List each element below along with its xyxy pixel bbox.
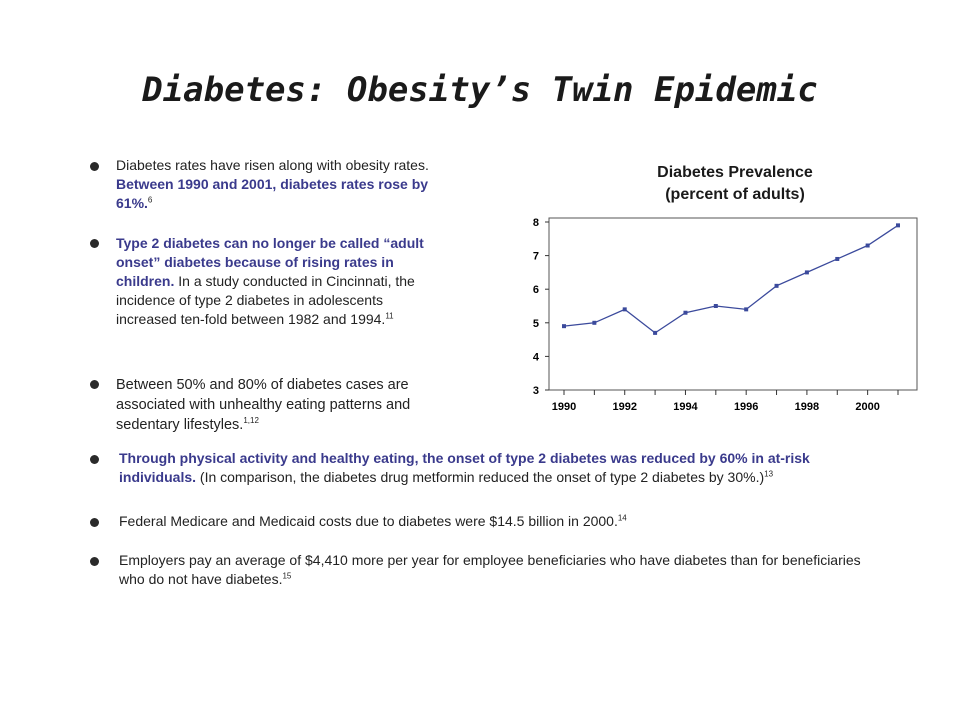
bullet-dot	[90, 455, 99, 464]
bullet-5-ref: 14	[617, 513, 627, 523]
data-point	[835, 256, 840, 261]
bullet-6-text: Employers pay an average of $4,410 more …	[119, 552, 861, 587]
x-tick-label: 2000	[855, 401, 879, 413]
y-tick-label: 5	[533, 318, 539, 330]
x-tick-label: 1998	[795, 401, 819, 413]
bullet-5-text: Federal Medicare and Medicaid costs due …	[119, 513, 618, 529]
data-point	[896, 223, 900, 228]
data-point	[713, 304, 718, 308]
data-point	[865, 243, 870, 248]
x-tick-label: 1990	[552, 401, 576, 413]
x-tick-label: 1996	[734, 401, 758, 413]
bullet-3-ref: 1,12	[243, 416, 259, 426]
data-point	[562, 324, 566, 329]
y-tick-label: 8	[533, 217, 539, 229]
data-point	[804, 270, 809, 275]
data-point	[744, 307, 749, 312]
bullet-1-text: Diabetes rates have risen along with obe…	[116, 157, 429, 173]
data-point	[622, 307, 627, 312]
bullet-4-text: (In comparison, the diabetes drug metfor…	[196, 469, 765, 485]
data-point	[683, 310, 688, 315]
y-tick-label: 6	[533, 284, 539, 296]
bullet-dot	[90, 162, 99, 171]
data-point	[653, 330, 658, 335]
data-point	[774, 283, 779, 288]
bullet-2-text: In a study conducted in Cincinnati, the …	[116, 273, 415, 327]
x-tick-label: 1994	[673, 401, 698, 413]
slide-title: Diabetes: Obesity’s Twin Epidemic	[142, 70, 818, 110]
chart-title: Diabetes Prevalence (percent of adults)	[610, 162, 860, 206]
x-tick-label: 1992	[612, 401, 636, 413]
bullet-dot	[90, 380, 99, 389]
bullet-dot	[90, 557, 99, 566]
bullet-4-ref: 13	[764, 469, 774, 479]
bullet-6-ref: 15	[282, 571, 292, 581]
bullet-dot	[90, 239, 99, 248]
data-point	[592, 320, 597, 325]
bullet-1-ref: 6	[147, 195, 153, 205]
y-tick-label: 7	[533, 251, 539, 263]
prevalence-line	[563, 224, 899, 334]
chart-title-line-2: (percent of adults)	[665, 186, 805, 203]
chart-title-line-1: Diabetes Prevalence	[657, 164, 813, 181]
bullet-4-emphasis: Through physical activity and healthy ea…	[119, 450, 810, 485]
bullet-3-text: Between 50% and 80% of diabetes cases ar…	[116, 377, 411, 433]
bullet-2-emphasis: Type 2 diabetes can no longer be called …	[116, 235, 424, 289]
plot-area	[548, 217, 918, 391]
y-tick-label: 3	[533, 385, 539, 397]
bullet-1-emphasis: Between 1990 and 2001, diabetes rates ro…	[116, 176, 429, 211]
bullet-2-ref: 11	[385, 311, 394, 321]
y-tick-label: 4	[533, 351, 540, 363]
bullet-dot	[90, 518, 99, 527]
